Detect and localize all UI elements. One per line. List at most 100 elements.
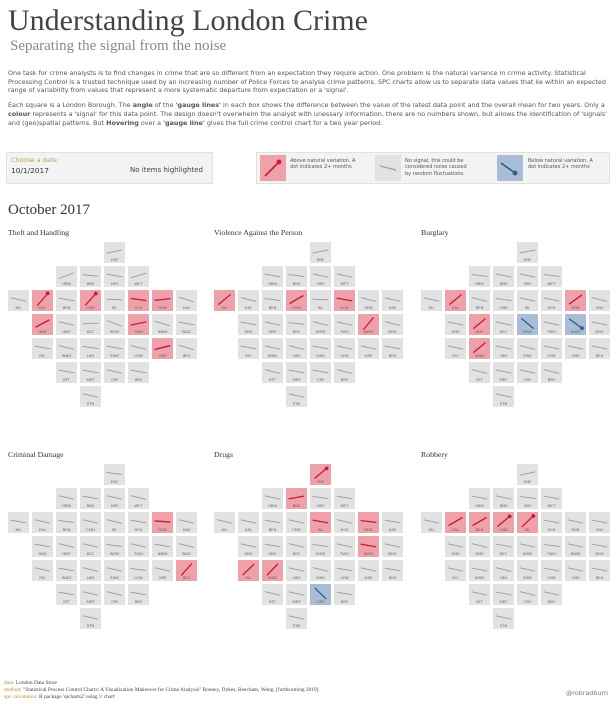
borough-tile-lew[interactable]: LEW [128, 338, 149, 359]
gauge-line[interactable] [421, 512, 442, 533]
borough-tile-kec[interactable]: KEC [286, 314, 307, 335]
gauge-line[interactable] [358, 314, 379, 335]
borough-tile-hck[interactable]: HCK [334, 512, 355, 533]
gauge-line[interactable] [104, 338, 125, 359]
gauge-line[interactable] [104, 242, 125, 263]
gauge-line[interactable] [589, 338, 610, 359]
borough-tile-hck[interactable]: HCK [541, 290, 562, 311]
borough-tile-cmd[interactable]: CMD [286, 512, 307, 533]
gauge-line[interactable] [334, 338, 355, 359]
gauge-line[interactable] [56, 560, 77, 581]
borough-tile-hns[interactable]: HNS [32, 536, 53, 557]
borough-tile-ben[interactable]: BEN [469, 512, 490, 533]
borough-tile-wsm[interactable]: WSM [310, 536, 331, 557]
author-credit[interactable]: @robradburn [565, 689, 608, 697]
gauge-line[interactable] [80, 314, 101, 335]
gauge-line[interactable] [8, 290, 29, 311]
borough-tile-bex[interactable]: BEX [589, 338, 610, 359]
gauge-line[interactable] [334, 512, 355, 533]
gauge-line[interactable] [445, 560, 466, 581]
gauge-line[interactable] [80, 584, 101, 605]
gauge-line[interactable] [56, 512, 77, 533]
gauge-line[interactable] [517, 536, 538, 557]
borough-tile-nwm[interactable]: NWM [152, 536, 173, 557]
borough-tile-gre[interactable]: GRE [152, 560, 173, 581]
gauge-line[interactable] [541, 290, 562, 311]
borough-tile-twh[interactable]: TWH [541, 536, 562, 557]
gauge-line[interactable] [445, 536, 466, 557]
gauge-line[interactable] [152, 512, 173, 533]
borough-tile-lbh[interactable]: LBH [286, 560, 307, 581]
gauge-line[interactable] [310, 512, 331, 533]
borough-tile-wft[interactable]: WFT [334, 488, 355, 509]
borough-tile-wnd[interactable]: WND [56, 560, 77, 581]
gauge-line[interactable] [128, 314, 149, 335]
gauge-line[interactable] [358, 512, 379, 533]
borough-tile-isl[interactable]: ISL [310, 290, 331, 311]
gauge-line[interactable] [56, 290, 77, 311]
borough-tile-hry[interactable]: HRY [310, 488, 331, 509]
gauge-line[interactable] [334, 314, 355, 335]
borough-tile-hmf[interactable]: HMF [469, 314, 490, 335]
gauge-line[interactable] [128, 266, 149, 287]
borough-tile-rdb[interactable]: RDB [358, 512, 379, 533]
gauge-line[interactable] [80, 560, 101, 581]
borough-tile-ben[interactable]: BEN [469, 290, 490, 311]
borough-tile-ric[interactable]: RIC [445, 338, 466, 359]
gauge-line[interactable] [421, 290, 442, 311]
gauge-line[interactable] [80, 386, 101, 407]
gauge-line[interactable] [541, 560, 562, 581]
gauge-line[interactable] [80, 290, 101, 311]
borough-tile-swk[interactable]: SWK [517, 338, 538, 359]
borough-tile-bns[interactable]: BNS [493, 266, 514, 287]
gauge-line[interactable] [382, 290, 403, 311]
borough-tile-wsm[interactable]: WSM [104, 314, 125, 335]
borough-tile-bdg[interactable]: BDG [176, 314, 197, 335]
gauge-line[interactable] [286, 314, 307, 335]
gauge-line[interactable] [286, 512, 307, 533]
gauge-line[interactable] [128, 536, 149, 557]
borough-tile-cmd[interactable]: CMD [493, 512, 514, 533]
gauge-line[interactable] [32, 512, 53, 533]
borough-tile-hck[interactable]: HCK [334, 290, 355, 311]
gauge-line[interactable] [80, 512, 101, 533]
borough-tile-swk[interactable]: SWK [104, 560, 125, 581]
borough-tile-mrt[interactable]: MRT [80, 362, 101, 383]
borough-tile-mrt[interactable]: MRT [493, 362, 514, 383]
borough-tile-hav[interactable]: HAV [589, 290, 610, 311]
borough-tile-bdg[interactable]: BDG [589, 536, 610, 557]
gauge-line[interactable] [238, 290, 259, 311]
borough-tile-lew[interactable]: LEW [541, 560, 562, 581]
gauge-line[interactable] [104, 512, 125, 533]
borough-tile-bns[interactable]: BNS [286, 488, 307, 509]
gauge-line[interactable] [382, 338, 403, 359]
borough-tile-hry[interactable]: HRY [104, 488, 125, 509]
gauge-line[interactable] [80, 608, 101, 629]
gauge-line[interactable] [517, 584, 538, 605]
borough-tile-ben[interactable]: BEN [262, 512, 283, 533]
borough-tile-bex[interactable]: BEX [589, 560, 610, 581]
gauge-line[interactable] [445, 338, 466, 359]
borough-tile-isl[interactable]: ISL [517, 290, 538, 311]
gauge-line[interactable] [517, 488, 538, 509]
borough-tile-lew[interactable]: LEW [334, 338, 355, 359]
borough-tile-bns[interactable]: BNS [80, 266, 101, 287]
gauge-line[interactable] [80, 488, 101, 509]
gauge-line[interactable] [238, 536, 259, 557]
gauge-line[interactable] [56, 536, 77, 557]
gauge-line[interactable] [469, 266, 490, 287]
borough-tile-hmf[interactable]: HMF [56, 536, 77, 557]
borough-tile-hmf[interactable]: HMF [469, 536, 490, 557]
borough-tile-hns[interactable]: HNS [445, 536, 466, 557]
gauge-line[interactable] [56, 314, 77, 335]
borough-tile-bry[interactable]: BRY [128, 584, 149, 605]
borough-tile-bdg[interactable]: BDG [176, 536, 197, 557]
borough-tile-rdb[interactable]: RDB [152, 290, 173, 311]
gauge-line[interactable] [152, 338, 173, 359]
borough-tile-wsm[interactable]: WSM [310, 314, 331, 335]
borough-tile-cry[interactable]: CRY [310, 584, 331, 605]
borough-tile-twh[interactable]: TWH [541, 314, 562, 335]
gauge-line[interactable] [128, 338, 149, 359]
borough-tile-hrw[interactable]: HRW [262, 266, 283, 287]
gauge-line[interactable] [310, 242, 331, 263]
